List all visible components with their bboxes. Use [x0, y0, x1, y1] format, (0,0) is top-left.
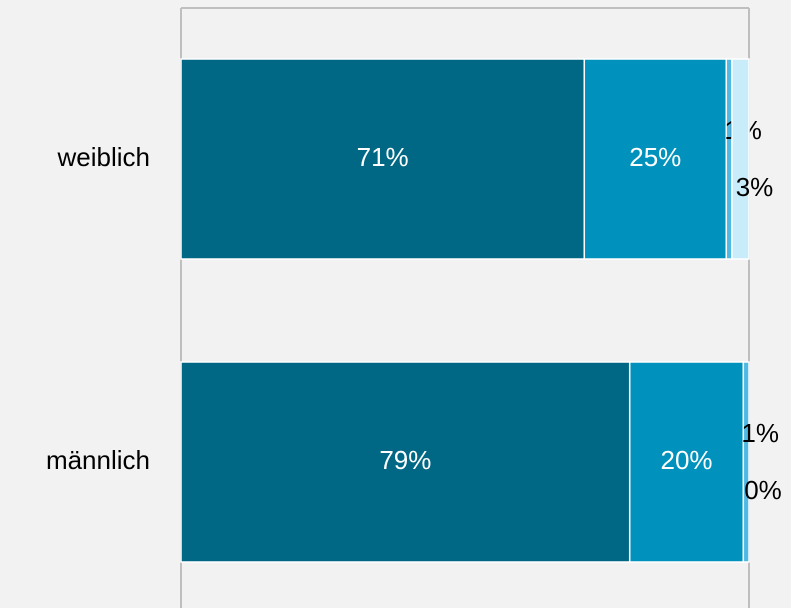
bar-segment — [180, 361, 631, 563]
bar-segment — [742, 361, 750, 563]
bar-segment — [628, 361, 745, 563]
y-tick-label: weiblich — [57, 142, 151, 172]
bar-segment — [180, 58, 586, 260]
bar-segment — [725, 58, 733, 260]
data-label: 79% — [379, 445, 431, 475]
data-label: 25% — [629, 142, 681, 172]
data-label: 3% — [736, 172, 774, 202]
data-label: 1% — [741, 418, 779, 448]
data-label: 20% — [660, 445, 712, 475]
data-label: 71% — [357, 142, 409, 172]
data-label: 0% — [744, 475, 782, 505]
bar-segment — [731, 58, 750, 260]
y-tick-label: männlich — [46, 445, 150, 475]
